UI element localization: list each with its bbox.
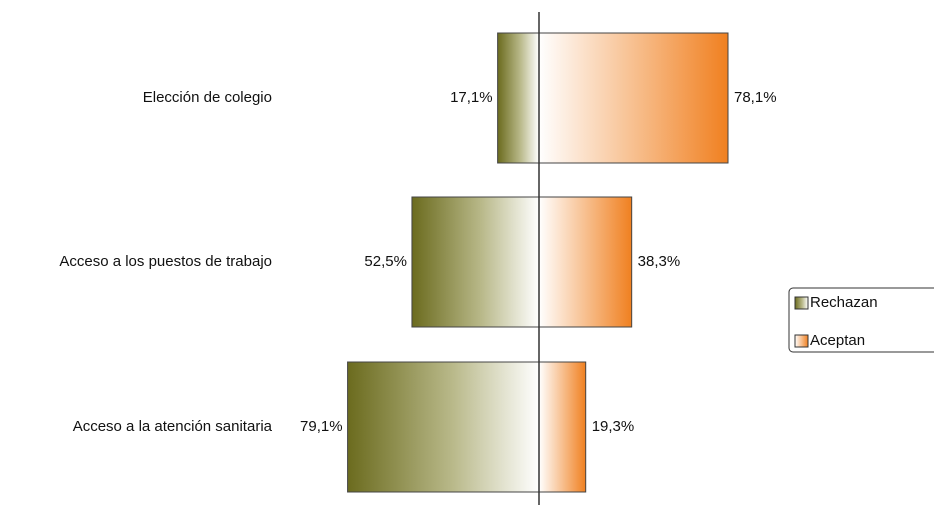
bar bbox=[347, 361, 540, 493]
category-label: Elección de colegio bbox=[143, 89, 272, 106]
bar bbox=[538, 32, 729, 164]
value-label: 17,1% bbox=[450, 89, 493, 106]
category-label: Acceso a la atención sanitaria bbox=[73, 418, 273, 435]
value-label: 19,3% bbox=[592, 418, 635, 435]
legend-swatch bbox=[794, 334, 809, 348]
bar bbox=[538, 196, 633, 328]
legend-label: Rechazan bbox=[810, 294, 878, 311]
value-label: 78,1% bbox=[734, 89, 777, 106]
legend-swatch bbox=[794, 296, 809, 310]
legend-box bbox=[788, 287, 934, 353]
value-label: 79,1% bbox=[300, 418, 343, 435]
bar bbox=[497, 32, 540, 164]
value-label: 38,3% bbox=[638, 253, 681, 270]
value-label: 52,5% bbox=[364, 253, 407, 270]
legend-label: Aceptan bbox=[810, 332, 865, 349]
bar bbox=[411, 196, 540, 328]
bar bbox=[538, 361, 587, 493]
category-label: Acceso a los puestos de trabajo bbox=[59, 253, 272, 270]
